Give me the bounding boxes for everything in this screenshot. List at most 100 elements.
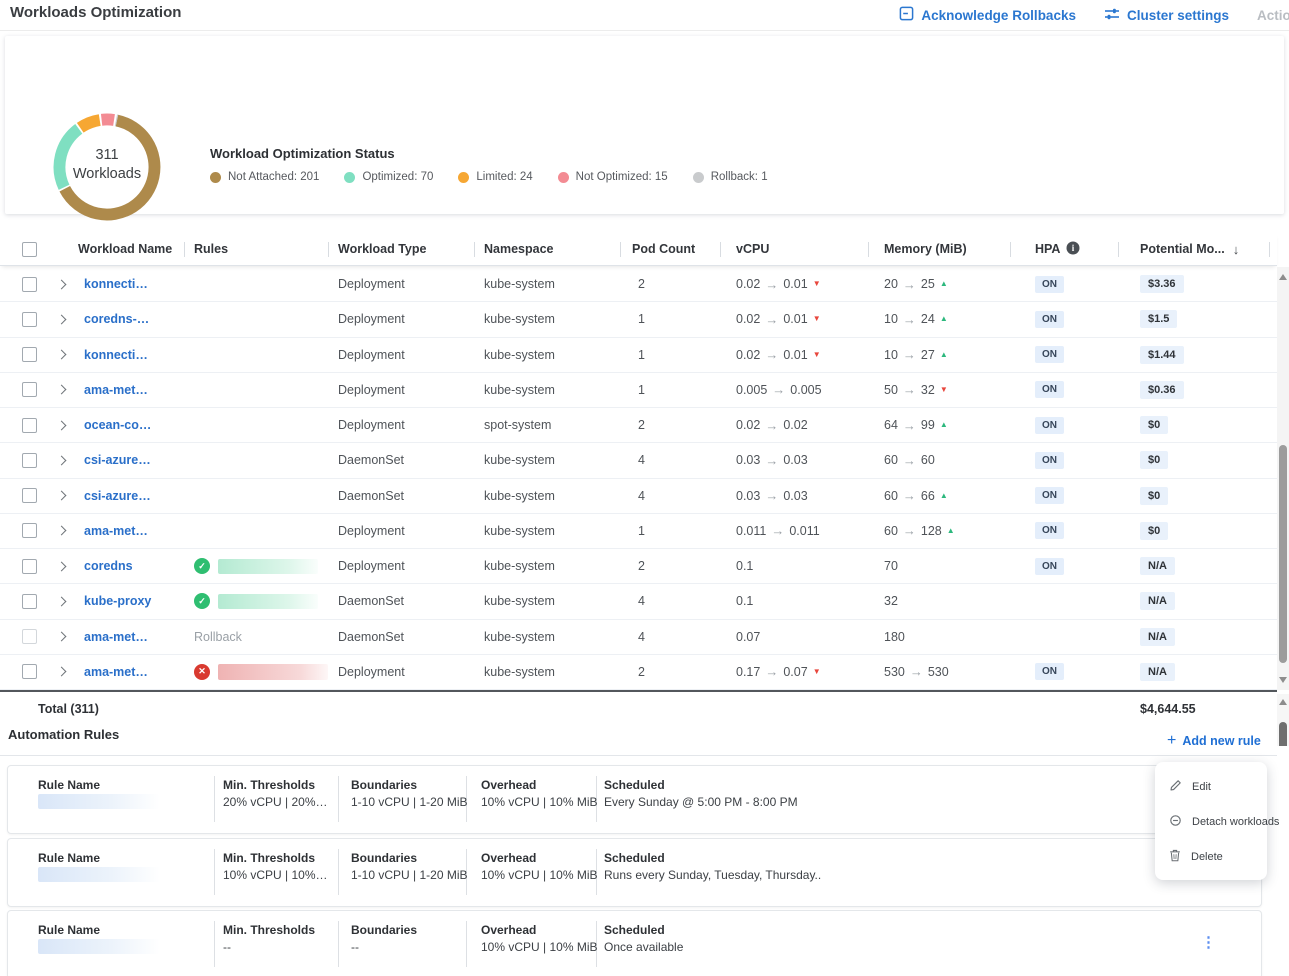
redacted-rule-name	[38, 867, 160, 882]
arrow-right-icon: →	[765, 664, 778, 679]
workload-name-link[interactable]: ama-met…	[84, 524, 148, 538]
expand-row-chevron-icon[interactable]	[57, 526, 67, 536]
column-workload-name[interactable]: Workload Name	[78, 232, 184, 266]
workload-name-link[interactable]: konnecti…	[84, 277, 148, 291]
card-divider	[214, 921, 215, 967]
page-scrollbar[interactable]	[1277, 694, 1289, 746]
page-scroll-up-arrow[interactable]	[1279, 699, 1287, 705]
column-potential[interactable]: Potential Mo...	[1140, 242, 1225, 256]
vcpu-cell: 0.03→0.03	[720, 479, 868, 513]
row-checkbox[interactable]	[22, 559, 37, 574]
hpa-on-badge: ON	[1035, 311, 1064, 328]
hpa-on-badge: ON	[1035, 663, 1064, 680]
metric-to: 0.03	[783, 489, 807, 503]
rule-attached-check-icon: ✓	[194, 593, 210, 609]
row-checkbox[interactable]	[22, 347, 37, 362]
workload-name-link[interactable]: konnecti…	[84, 348, 148, 362]
expand-row-chevron-icon[interactable]	[57, 385, 67, 395]
table-scrollbar[interactable]	[1277, 267, 1289, 690]
plus-icon: +	[1167, 733, 1176, 749]
expand-row-chevron-icon[interactable]	[57, 632, 67, 642]
menu-item-delete[interactable]: Delete	[1155, 839, 1267, 874]
workload-name-link[interactable]: coredns	[84, 559, 133, 573]
add-new-rule-button[interactable]: + Add new rule	[1167, 733, 1261, 749]
workload-name-link[interactable]: csi-azure…	[84, 489, 151, 503]
workload-type-cell: DaemonSet	[328, 443, 474, 477]
workload-name-link[interactable]: kube-proxy	[84, 594, 151, 608]
workload-name-link[interactable]: ama-met…	[84, 630, 148, 644]
hpa-info-icon[interactable]: i	[1066, 241, 1080, 258]
potential-value-badge: $1.44	[1140, 346, 1184, 364]
memory-cell: 50→32▼	[868, 373, 1010, 407]
cluster-settings-button[interactable]: Cluster settings	[1104, 7, 1229, 24]
row-checkbox[interactable]	[22, 629, 37, 644]
expand-row-chevron-icon[interactable]	[57, 420, 67, 430]
workload-name-link[interactable]: ama-met…	[84, 383, 148, 397]
hpa-cell: ON	[1010, 549, 1118, 583]
row-checkbox[interactable]	[22, 312, 37, 327]
menu-item-edit[interactable]: Edit	[1155, 769, 1267, 804]
rule-name-label: Rule Name	[38, 851, 100, 865]
row-checkbox[interactable]	[22, 453, 37, 468]
scroll-up-arrow[interactable]	[1279, 274, 1287, 280]
arrow-right-icon: →	[765, 277, 778, 292]
pod-count-cell: 4	[620, 479, 720, 513]
scrollbar-thumb[interactable]	[1279, 445, 1287, 663]
row-checkbox[interactable]	[22, 382, 37, 397]
scroll-down-arrow[interactable]	[1279, 677, 1287, 683]
select-all-checkbox[interactable]	[22, 242, 37, 257]
expand-row-chevron-icon[interactable]	[57, 561, 67, 571]
row-checkbox[interactable]	[22, 523, 37, 538]
column-memory[interactable]: Memory (MiB)	[868, 232, 1010, 266]
actions-button[interactable]: Action	[1257, 8, 1289, 23]
metric-from: 10	[884, 312, 898, 326]
metric-from: 180	[884, 630, 905, 644]
vcpu-cell: 0.07	[720, 620, 868, 654]
trend-up-icon: ▲	[947, 527, 955, 535]
menu-item-detach-workloads[interactable]: Detach workloads	[1155, 804, 1267, 839]
expand-row-chevron-icon[interactable]	[57, 491, 67, 501]
acknowledge-rollbacks-icon	[899, 6, 914, 24]
legend-label: Limited: 24	[476, 171, 532, 183]
page-scrollbar-thumb[interactable]	[1279, 722, 1287, 746]
column-vcpu[interactable]: vCPU	[720, 232, 868, 266]
rule-kebab-menu-icon[interactable]: ⋮	[1201, 935, 1216, 952]
potential-cell: $0.36	[1118, 373, 1270, 407]
column-namespace[interactable]: Namespace	[474, 232, 620, 266]
row-checkbox[interactable]	[22, 418, 37, 433]
column-rules[interactable]: Rules	[184, 232, 328, 266]
row-checkbox[interactable]	[22, 277, 37, 292]
acknowledge-rollbacks-button[interactable]: Acknowledge Rollbacks	[899, 6, 1076, 24]
column-pod-count[interactable]: Pod Count	[620, 232, 720, 266]
potential-cell: $1.44	[1118, 338, 1270, 372]
row-checkbox[interactable]	[22, 594, 37, 609]
vcpu-cell: 0.17→0.07▼	[720, 655, 868, 689]
workload-type-cell: Deployment	[328, 338, 474, 372]
column-workload-type[interactable]: Workload Type	[328, 232, 474, 266]
workload-type-cell: DaemonSet	[328, 620, 474, 654]
workload-name-link[interactable]: ocean-co…	[84, 418, 151, 432]
expand-row-chevron-icon[interactable]	[57, 279, 67, 289]
expand-row-chevron-icon[interactable]	[57, 455, 67, 465]
workload-name-link[interactable]: coredns-…	[84, 312, 149, 326]
namespace-cell: kube-system	[474, 549, 620, 583]
metric-from: 60	[884, 524, 898, 538]
legend-label: Rollback: 1	[711, 171, 768, 183]
workload-name-link[interactable]: ama-met…	[84, 665, 148, 679]
expand-row-chevron-icon[interactable]	[57, 350, 67, 360]
sort-desc-icon[interactable]: ↓	[1233, 242, 1240, 257]
row-checkbox[interactable]	[22, 488, 37, 503]
row-checkbox[interactable]	[22, 664, 37, 679]
rule-thresholds-value: 10% vCPU | 10%…	[223, 868, 328, 882]
expand-row-chevron-icon[interactable]	[57, 314, 67, 324]
metric-to: 0.01	[783, 348, 807, 362]
potential-cell: $0	[1118, 479, 1270, 513]
metric-from: 0.17	[736, 665, 760, 679]
expand-row-chevron-icon[interactable]	[57, 667, 67, 677]
column-hpa[interactable]: HPA	[1035, 242, 1060, 256]
expand-row-chevron-icon[interactable]	[57, 596, 67, 606]
workload-name-link[interactable]: csi-azure…	[84, 453, 151, 467]
metric-from: 0.011	[736, 524, 766, 538]
vcpu-cell: 0.1	[720, 549, 868, 583]
metric-from: 0.03	[736, 489, 760, 503]
